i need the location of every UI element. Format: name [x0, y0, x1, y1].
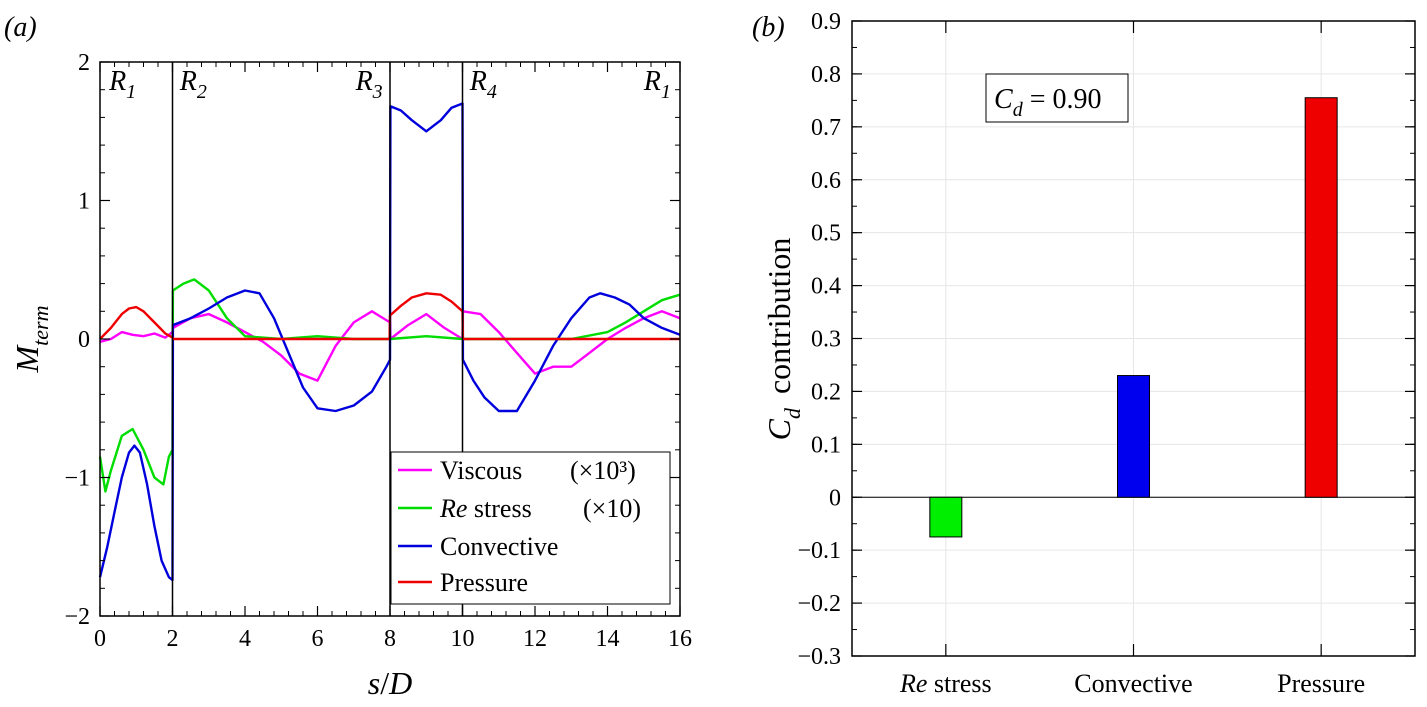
- panel-a-x-ticks: 0 2 4 6 8 10 12 14 16: [94, 62, 692, 652]
- panel-b-y-axis-title: Cdcontribution: [761, 238, 805, 441]
- y-tick-label: −0.3: [797, 644, 841, 670]
- y-tick-label: 0.6: [811, 168, 841, 194]
- svg-text:Cd = 0.90: Cd = 0.90: [994, 84, 1101, 121]
- y-tick-label: 0.2: [811, 379, 841, 405]
- region-label: R4: [469, 66, 497, 103]
- panel-b-y-ticks: −0.3 −0.2 −0.1 0 0.1 0.2 0.3 0.4 0.5 0.6 0.7 0.8 0.9: [797, 9, 1415, 670]
- region-label: R2: [179, 66, 207, 103]
- y-tick-label: 0: [829, 485, 841, 511]
- y-tick-label: 0.7: [811, 115, 841, 141]
- panel-a-y-ticks: −2 −1 0 1 2: [64, 50, 680, 630]
- legend-label-re-stress: Re stress: [439, 494, 532, 523]
- y-tick-label: 0.5: [811, 221, 841, 247]
- x-tick-label: 8: [384, 626, 396, 652]
- cd-annotation: Cd = 0.90: [985, 73, 1129, 123]
- svg-text:Cdcontribution: Cdcontribution: [761, 238, 805, 441]
- y-tick-label: 2: [78, 50, 90, 76]
- x-tick-label: 16: [668, 626, 692, 652]
- panel-a-series: [98, 102, 681, 582]
- x-tick-label: 4: [239, 626, 251, 652]
- svg-text:Mterm: Mterm: [9, 306, 53, 374]
- legend-label-viscous: Viscous: [440, 456, 522, 485]
- y-tick-label: 0.1: [811, 432, 841, 458]
- region-label: R1: [108, 66, 136, 103]
- category-label: Pressure: [1277, 669, 1365, 698]
- y-tick-label: −2: [64, 604, 90, 630]
- region-label: R1: [643, 66, 671, 103]
- x-tick-label: 12: [523, 626, 547, 652]
- region-label: R3: [355, 66, 383, 103]
- panel-b-bars: [852, 20, 1415, 657]
- panel-a-x-axis-title: s/D: [368, 665, 412, 701]
- panel-b-categories: Re stress Convective Pressure: [899, 21, 1365, 698]
- y-tick-label: −0.2: [797, 591, 841, 617]
- x-tick-label: 6: [312, 626, 324, 652]
- legend-scale-viscous: (×10³): [570, 456, 636, 485]
- series-line-pressure: [99, 292, 680, 341]
- panel-b: (b) −0.3 −0.2 −0.1 0 0.1 0.2 0.3 0.4 0.5 0.6 0.7 0.…: [752, 9, 1416, 698]
- legend-label-pressure: Pressure: [440, 568, 528, 597]
- panel-b-label: (b): [752, 12, 785, 43]
- legend-scale-re-stress: (×10): [583, 494, 641, 523]
- legend-label-convective: Convective: [440, 532, 558, 561]
- panel-a-region-labels: R1 R2 R3 R4 R1: [108, 66, 671, 103]
- y-tick-label: 0.3: [811, 327, 841, 353]
- y-tick-label: 0.9: [811, 9, 841, 35]
- x-tick-label: 0: [94, 626, 106, 652]
- y-tick-label: 0: [78, 327, 90, 353]
- x-tick-label: 14: [596, 626, 620, 652]
- panel-a-legend: Viscous (×10³) Re stress (×10) Convectiv…: [390, 451, 671, 605]
- panel-a-y-axis-title: Mterm: [9, 306, 53, 374]
- bar-re-stress: [929, 496, 963, 538]
- y-tick-label: 0.4: [811, 274, 841, 300]
- series-line-convective: [98, 102, 681, 582]
- x-tick-label: 2: [167, 626, 179, 652]
- x-tick-label: 10: [451, 626, 475, 652]
- panel-a-label: (a): [4, 12, 37, 43]
- bar-pressure: [1304, 97, 1338, 498]
- y-tick-label: 0.8: [811, 62, 841, 88]
- y-tick-label: 1: [78, 189, 90, 215]
- y-tick-label: −0.1: [797, 538, 841, 564]
- category-label: Convective: [1074, 669, 1192, 698]
- y-tick-label: −1: [64, 466, 90, 492]
- category-label: Re stress: [899, 669, 992, 698]
- bar-convective: [1117, 375, 1150, 498]
